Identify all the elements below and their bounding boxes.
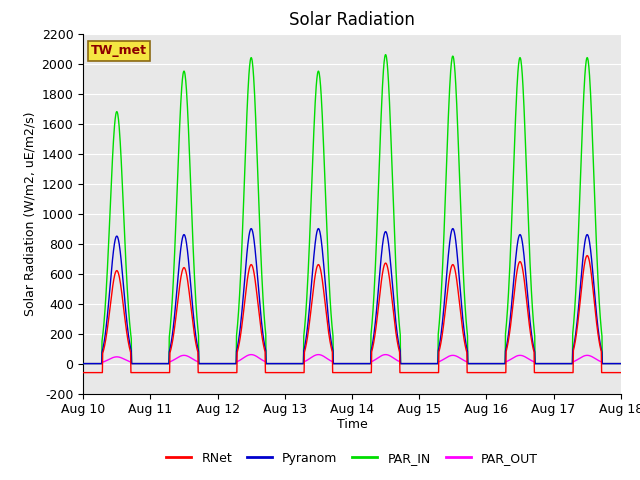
PAR_OUT: [79, 361, 87, 367]
PAR_IN: [175, 131, 183, 136]
X-axis label: Time: Time: [337, 418, 367, 431]
Line: RNet: RNet: [83, 256, 621, 372]
PAR_OUT: [323, 355, 330, 361]
Pyranom: [450, 228, 458, 234]
PAR_OUT: [355, 361, 362, 367]
RNet: [582, 254, 590, 260]
PAR_IN: [582, 56, 590, 62]
RNet: [175, 285, 183, 291]
PAR_OUT: [175, 354, 183, 360]
RNet: [355, 370, 362, 375]
PAR_IN: [323, 214, 330, 219]
Text: TW_met: TW_met: [92, 44, 147, 58]
PAR_IN: [90, 361, 97, 367]
RNet: [450, 263, 458, 268]
Y-axis label: Solar Radiation (W/m2, uE/m2/s): Solar Radiation (W/m2, uE/m2/s): [23, 111, 36, 316]
PAR_OUT: [617, 361, 625, 367]
RNet: [323, 311, 330, 317]
Title: Solar Radiation: Solar Radiation: [289, 11, 415, 29]
Pyranom: [582, 232, 590, 238]
Line: Pyranom: Pyranom: [83, 228, 621, 364]
Legend: RNet, Pyranom, PAR_IN, PAR_OUT: RNet, Pyranom, PAR_IN, PAR_OUT: [161, 447, 543, 469]
Pyranom: [175, 259, 183, 265]
Pyranom: [323, 297, 330, 302]
RNet: [617, 370, 625, 375]
PAR_OUT: [450, 353, 458, 359]
PAR_IN: [355, 361, 362, 367]
Pyranom: [79, 361, 87, 367]
Pyranom: [90, 361, 97, 367]
PAR_OUT: [248, 352, 255, 358]
Pyranom: [248, 226, 255, 231]
PAR_IN: [79, 361, 87, 367]
PAR_OUT: [90, 361, 97, 367]
Pyranom: [355, 361, 362, 367]
Pyranom: [617, 361, 625, 367]
PAR_IN: [381, 52, 389, 58]
PAR_OUT: [582, 352, 590, 358]
RNet: [79, 370, 87, 375]
Line: PAR_OUT: PAR_OUT: [83, 355, 621, 364]
PAR_IN: [617, 361, 625, 367]
PAR_IN: [450, 59, 458, 64]
RNet: [583, 253, 591, 259]
Line: PAR_IN: PAR_IN: [83, 55, 621, 364]
RNet: [90, 370, 97, 375]
